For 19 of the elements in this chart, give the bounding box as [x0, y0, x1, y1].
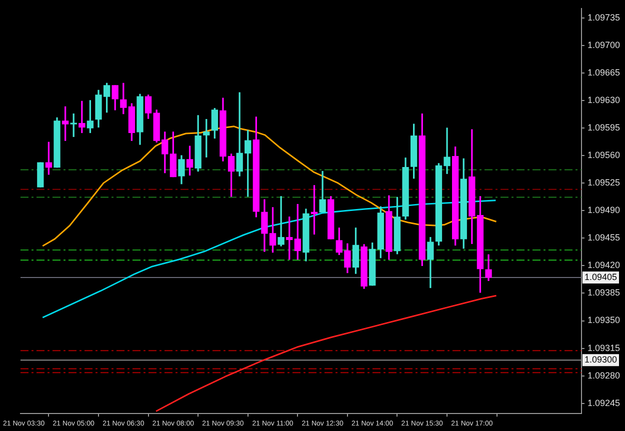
y-tick-label: 1.09490 — [587, 205, 620, 216]
y-tick-label: 1.09525 — [587, 178, 620, 188]
y-tick-label: 1.09280 — [587, 370, 620, 380]
candlestick — [37, 162, 44, 188]
y-tick-label: 1.09350 — [587, 315, 620, 326]
y-tick-label: 1.09315 — [587, 342, 620, 353]
ref-line-label: 1.09300 — [584, 354, 618, 365]
y-tick-label: 1.09595 — [587, 122, 620, 132]
y-tick-label: 1.09665 — [587, 67, 620, 78]
candlestick — [70, 114, 77, 137]
y-tick-label: 1.09245 — [587, 398, 620, 408]
y-tick-label: 1.09735 — [587, 12, 620, 22]
y-tick-label: 1.09420 — [587, 260, 620, 270]
y-tick-label: 1.09700 — [587, 40, 620, 50]
y-tick-label: 1.09560 — [587, 150, 620, 160]
y-tick-label: 1.09385 — [587, 288, 620, 298]
y-tick-label: 1.09630 — [587, 94, 620, 105]
y-tick-label: 1.09455 — [587, 232, 620, 243]
ref-line-label: 1.09405 — [584, 272, 618, 282]
